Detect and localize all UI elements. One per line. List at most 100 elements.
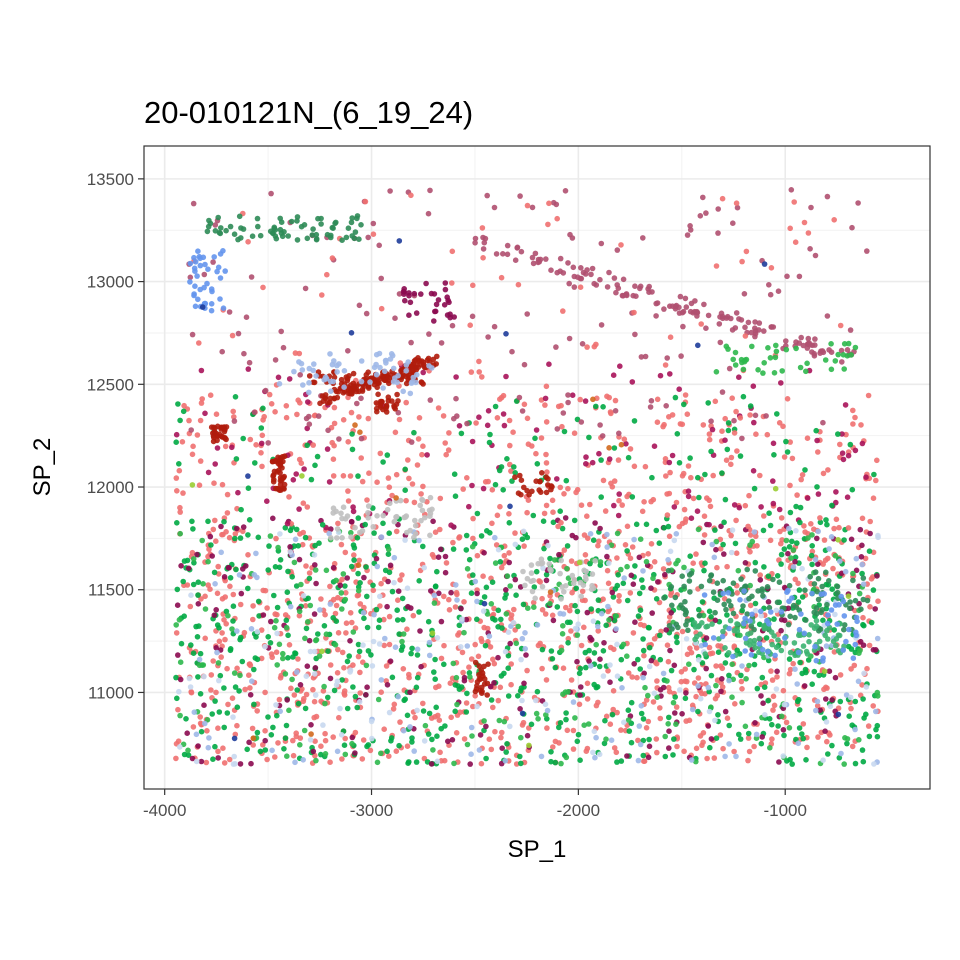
data-point	[433, 704, 440, 711]
data-point	[826, 546, 832, 552]
data-point	[564, 727, 571, 734]
data-point	[619, 502, 625, 508]
data-point	[837, 672, 844, 678]
data-point	[192, 259, 199, 265]
data-point	[519, 635, 526, 642]
data-point	[387, 500, 393, 507]
data-point	[229, 695, 236, 701]
data-point	[702, 471, 708, 478]
data-point	[669, 452, 676, 459]
data-point	[376, 617, 383, 623]
data-point	[417, 628, 423, 634]
data-point	[828, 607, 835, 613]
data-point	[703, 325, 709, 332]
data-point	[203, 759, 210, 766]
data-point	[590, 396, 596, 403]
data-point	[542, 402, 548, 408]
data-point	[327, 378, 334, 385]
data-point	[213, 689, 219, 696]
data-point	[277, 470, 283, 476]
data-point	[530, 577, 537, 584]
data-point	[859, 747, 866, 753]
data-point	[722, 645, 728, 651]
data-point	[568, 677, 575, 683]
data-point	[700, 730, 707, 736]
data-point	[378, 305, 385, 312]
data-point	[596, 751, 603, 758]
data-point	[693, 551, 699, 557]
data-point	[426, 710, 433, 717]
data-point	[210, 259, 216, 265]
data-point	[774, 668, 780, 675]
data-point	[528, 721, 535, 728]
data-point	[365, 415, 372, 422]
data-point	[582, 597, 588, 604]
data-point	[839, 359, 845, 365]
data-point	[758, 612, 764, 619]
data-point	[202, 635, 208, 642]
data-point	[589, 265, 596, 272]
data-point	[736, 731, 742, 738]
data-point	[287, 544, 293, 550]
data-point	[709, 621, 715, 627]
data-point	[577, 757, 583, 763]
data-point	[306, 421, 313, 428]
data-point	[218, 549, 224, 556]
data-point	[826, 668, 833, 674]
data-point	[570, 727, 577, 734]
data-point	[853, 555, 860, 562]
data-point	[272, 754, 278, 760]
data-point	[795, 580, 801, 587]
data-point	[595, 623, 601, 630]
data-point	[196, 623, 202, 629]
data-point	[860, 581, 867, 587]
data-point	[574, 738, 581, 745]
data-point	[255, 598, 262, 605]
data-point	[503, 587, 509, 593]
data-point	[790, 602, 797, 609]
data-point	[202, 720, 208, 727]
data-point	[570, 264, 577, 271]
data-point	[874, 722, 881, 729]
data-point	[232, 531, 239, 537]
data-point	[746, 492, 752, 499]
data-point	[584, 513, 590, 519]
data-point	[455, 683, 461, 689]
data-point	[578, 265, 584, 271]
data-point	[556, 724, 562, 731]
data-point	[405, 457, 411, 463]
data-point	[215, 725, 221, 731]
data-point	[201, 702, 207, 708]
data-point	[860, 596, 867, 603]
data-point	[381, 616, 387, 623]
data-point	[728, 461, 734, 468]
data-point	[481, 624, 488, 631]
data-point	[188, 427, 194, 433]
data-point	[624, 563, 630, 570]
data-point	[592, 754, 598, 761]
data-point	[319, 522, 326, 528]
plot-border	[143, 145, 931, 790]
data-point	[334, 748, 341, 755]
data-point	[873, 647, 879, 653]
data-point	[360, 610, 367, 616]
data-point	[218, 654, 224, 660]
data-point	[187, 684, 194, 690]
data-point	[175, 706, 181, 713]
data-point	[623, 291, 629, 298]
data-point	[606, 269, 612, 276]
data-point	[250, 742, 256, 748]
data-point	[355, 653, 362, 660]
data-point	[643, 697, 650, 703]
data-point	[387, 372, 394, 378]
data-point	[615, 512, 622, 519]
data-point	[834, 589, 841, 596]
data-point	[864, 248, 870, 254]
data-point	[364, 624, 371, 631]
data-point	[539, 595, 545, 602]
data-point	[832, 611, 838, 618]
data-point	[481, 718, 487, 724]
data-point	[237, 535, 244, 541]
data-point	[395, 521, 401, 528]
data-point	[558, 557, 564, 564]
